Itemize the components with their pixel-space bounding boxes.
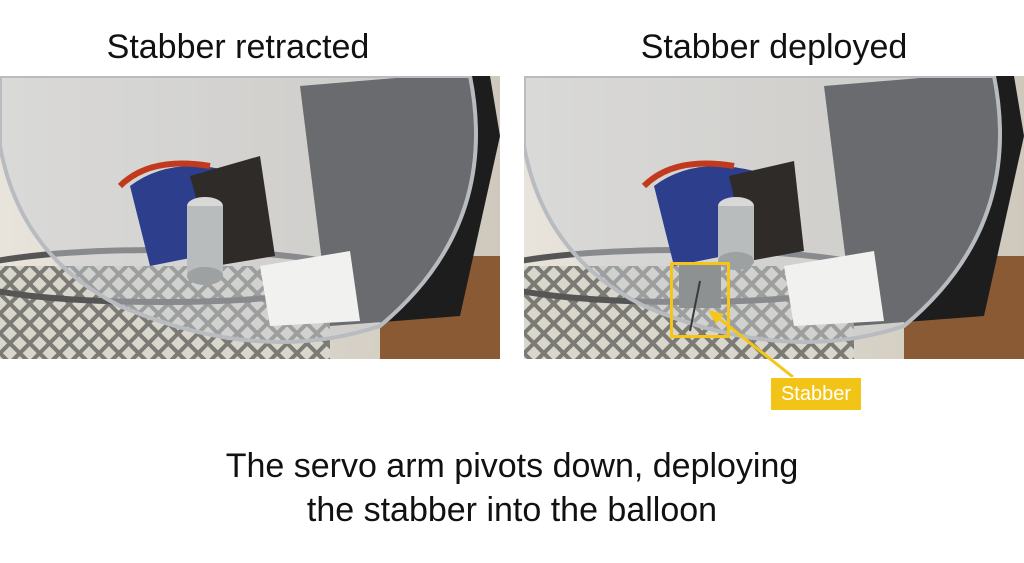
retracted-photo <box>0 76 500 359</box>
left-panel-heading: Stabber retracted <box>106 28 370 66</box>
caption-line-1: The servo arm pivots down, deploying <box>225 447 799 485</box>
deployed-photo <box>524 76 1024 359</box>
slide-caption: The servo arm pivots down, deploying the… <box>0 444 1024 532</box>
right-panel-heading: Stabber deployed <box>640 28 908 66</box>
caption-line-2: the stabber into the balloon <box>306 491 718 529</box>
stabber-highlight-box <box>670 262 730 338</box>
stabber-callout-label: Stabber <box>770 377 862 411</box>
